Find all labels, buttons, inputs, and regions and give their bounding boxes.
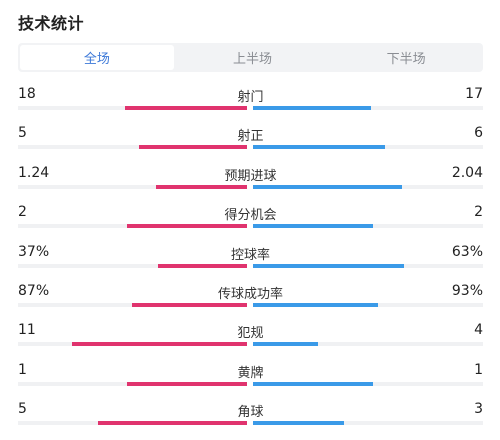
home-value: 37% [18,243,50,260]
home-bar [125,106,247,110]
stat-label: 射正 [237,129,264,145]
home-bar [72,342,247,347]
home-bar [139,145,247,150]
home-bar [127,381,247,386]
away-bar [253,263,404,268]
away-value: 3 [474,401,483,418]
home-bar [127,224,247,229]
away-bar [253,381,373,386]
comparison-bar [18,145,483,150]
away-bar [253,421,344,426]
home-value: 5 [18,401,27,418]
comparison-bar [18,184,483,189]
comparison-bar [18,263,483,268]
stat-row-expected-goals: 1.24 预期进球 2.04 [18,161,483,200]
away-value: 1 [474,361,483,378]
home-value: 18 [18,86,36,102]
stat-row-yellow-cards: 1 黄牌 1 [18,358,483,397]
away-bar [253,342,318,347]
track-bg-home [18,145,247,150]
track-bg-away [253,342,483,347]
away-value: 6 [474,125,483,142]
stat-label: 传球成功率 [217,286,283,302]
comparison-bar [18,381,483,386]
away-bar [253,106,371,110]
comparison-bar [18,106,483,110]
track-bg-away [253,421,483,426]
home-bar [156,184,247,189]
away-value: 63% [451,243,483,260]
track-bg-home [18,263,247,268]
home-value: 1.24 [18,164,50,181]
stats-list: 18 射门 17 5 射正 6 1.24 预期进球 2.04 2 [18,82,483,437]
stat-row-shots-on-target: 5 射正 6 [18,121,483,160]
page-title: 技术统计 [18,14,85,33]
stat-label: 角球 [237,405,264,421]
away-value: 2 [474,204,483,221]
comparison-bar [18,302,483,307]
stat-row-fouls: 11 犯规 4 [18,318,483,357]
period-tabs: 全场 上半场 下半场 [18,43,483,72]
comparison-bar [18,421,483,426]
stat-label: 射门 [237,90,264,105]
comparison-bar [18,342,483,347]
stat-label: 犯规 [237,326,264,342]
stat-label: 得分机会 [224,208,277,224]
stat-row-shots: 18 射门 17 [18,82,483,121]
home-value: 1 [18,361,27,378]
tab-full-match[interactable]: 全场 [20,45,174,70]
stat-row-big-chances: 2 得分机会 2 [18,200,483,239]
tab-second-half[interactable]: 下半场 [386,52,426,67]
away-value: 2.04 [451,164,483,181]
away-bar [253,184,402,189]
stat-label: 黄牌 [237,365,264,381]
stat-row-corners: 5 角球 3 [18,397,483,436]
tab-first-half[interactable]: 上半场 [233,52,273,67]
stat-row-pass-accuracy: 87% 传球成功率 93% [18,279,483,318]
home-bar [132,302,247,307]
track-bg-home [18,184,247,189]
stat-row-possession: 37% 控球率 63% [18,240,483,279]
away-value: 93% [451,282,483,299]
stat-label: 预期进球 [224,168,277,184]
away-bar [253,145,385,150]
away-bar [253,302,378,307]
comparison-bar [18,224,483,229]
home-bar [98,421,247,426]
away-bar [253,224,373,229]
stat-label: 控球率 [230,247,270,263]
home-value: 87% [18,282,50,299]
home-value: 11 [18,322,36,339]
away-value: 4 [474,322,483,339]
home-value: 5 [18,125,27,142]
home-bar [158,263,247,268]
away-value: 17 [465,86,483,102]
home-value: 2 [18,204,27,221]
